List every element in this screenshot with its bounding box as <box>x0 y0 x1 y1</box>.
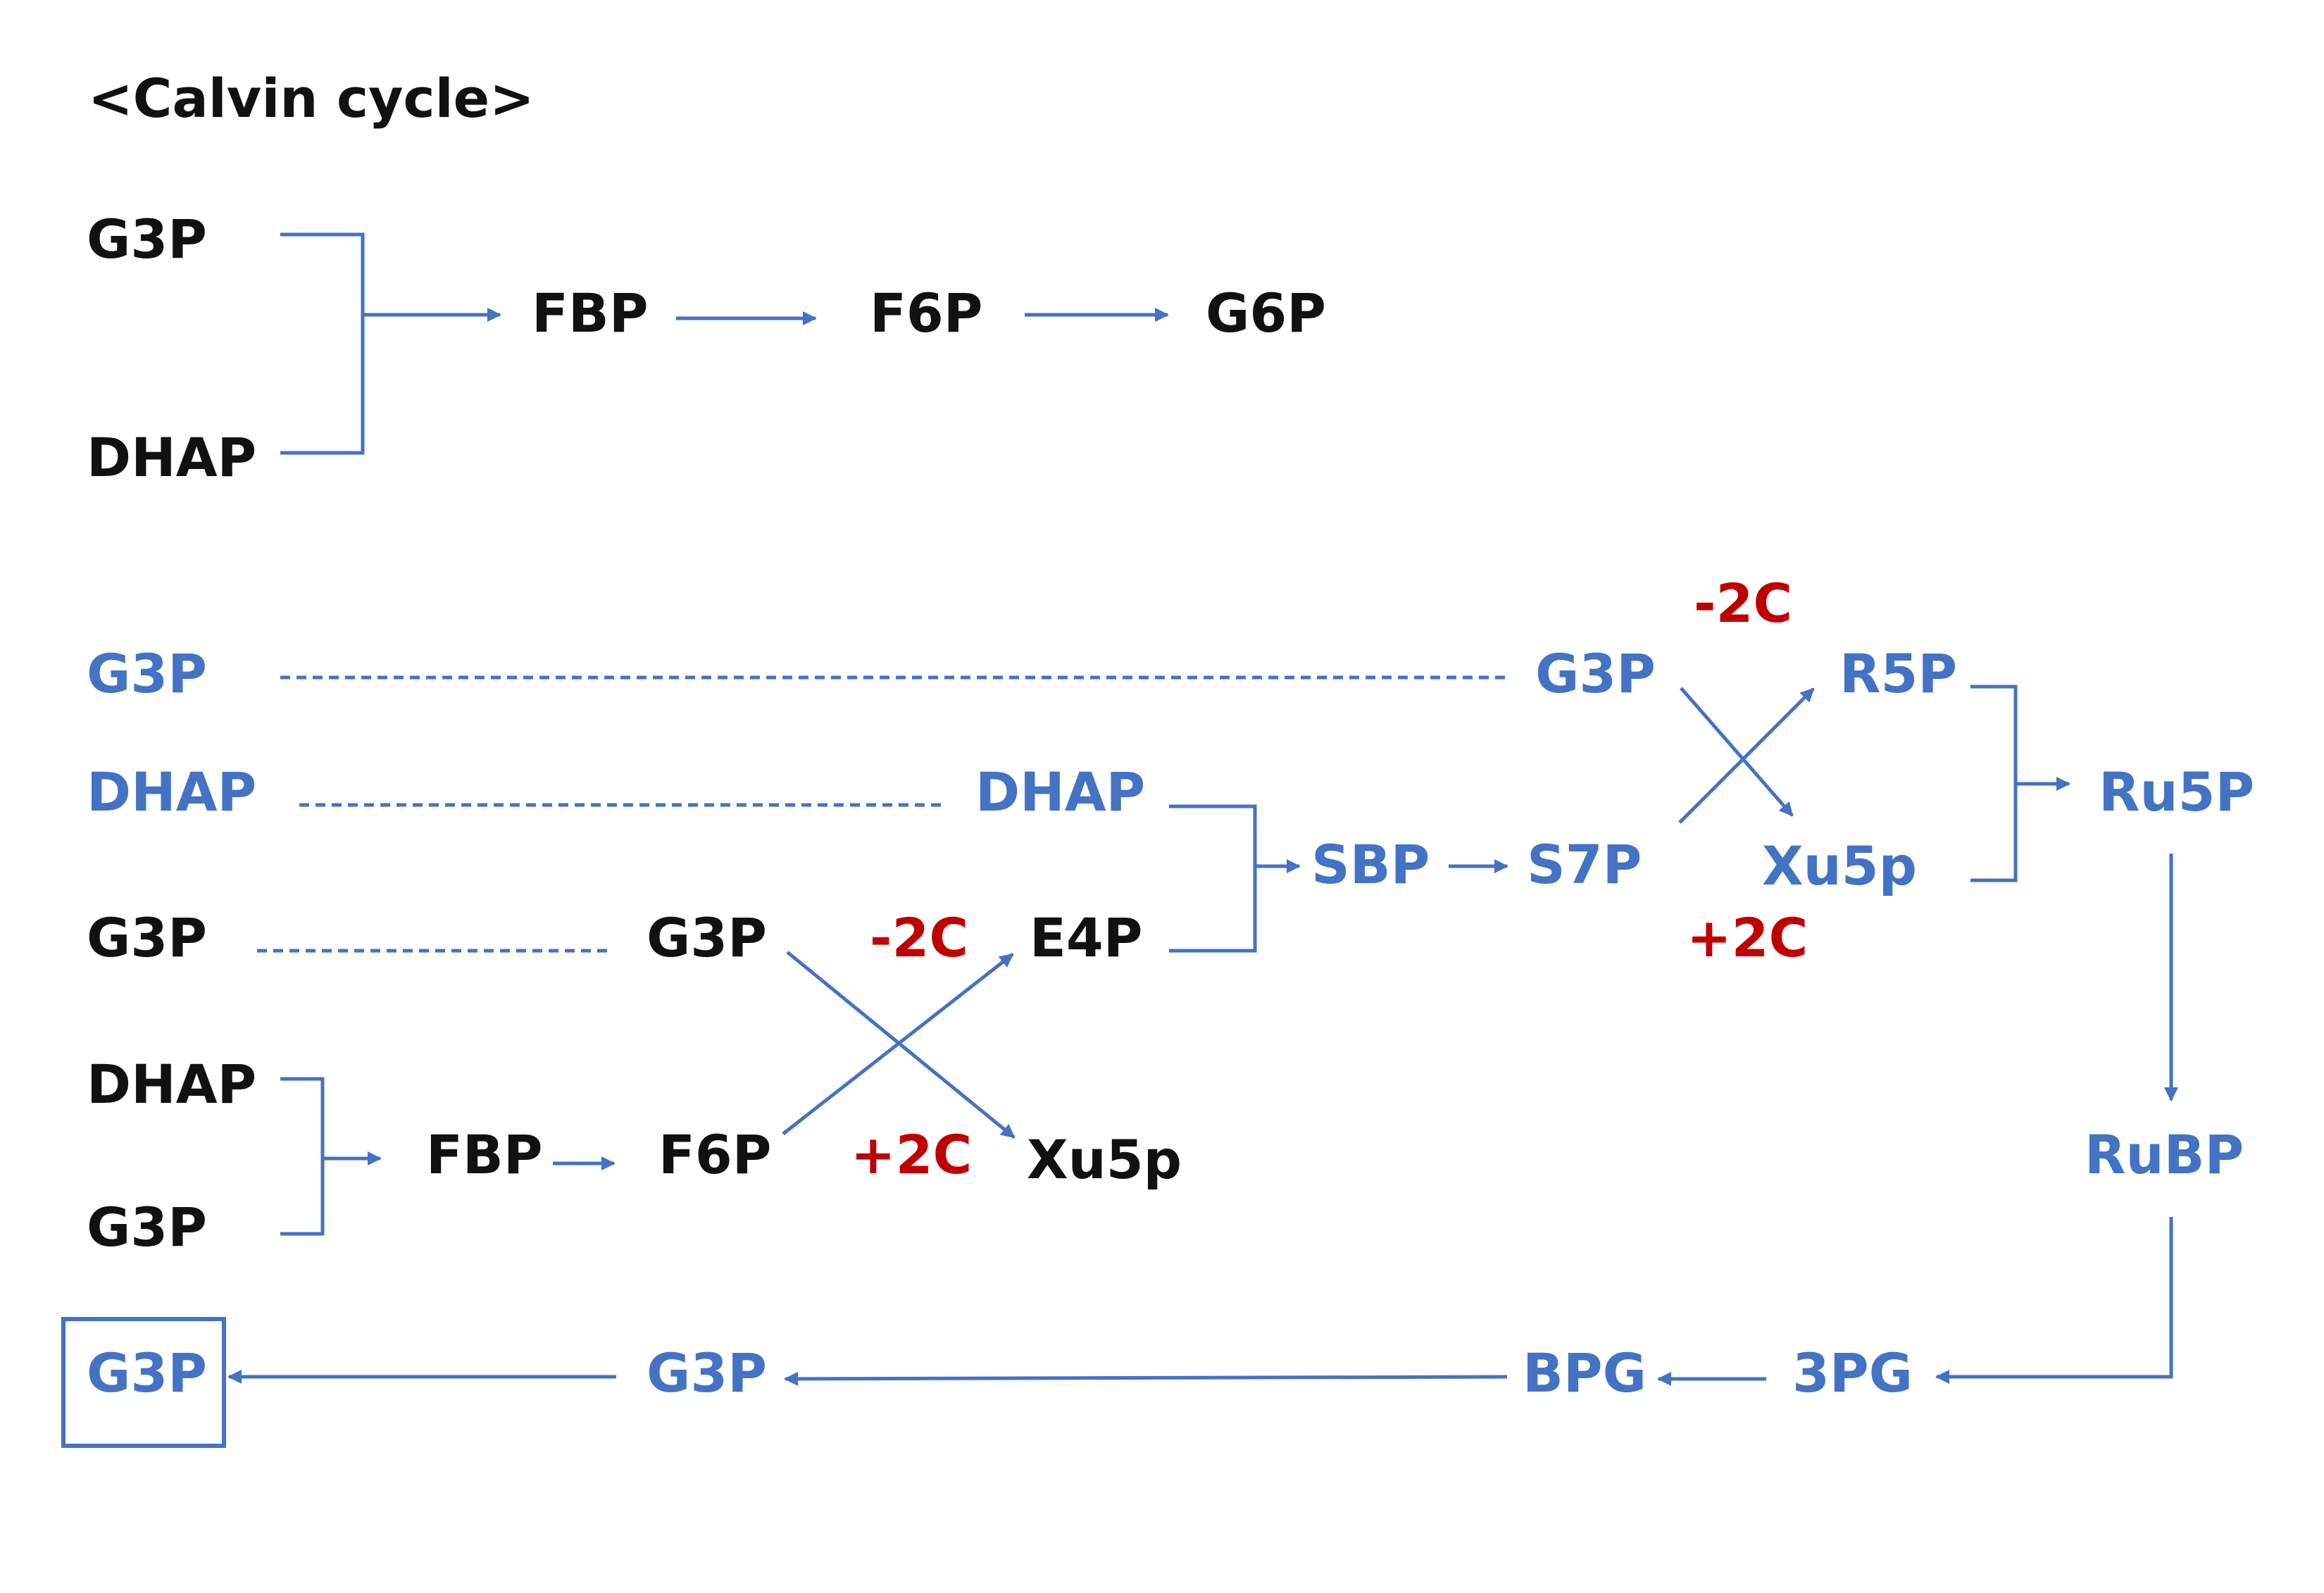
s2-xu5p-left-label: Xu5p <box>1027 1128 1182 1191</box>
diagram-title: <Calvin cycle> <box>88 67 535 130</box>
s2-g3p-mid2-label: G3P <box>646 906 767 969</box>
s2-plus-2c-left: +2C <box>851 1123 972 1186</box>
s2-ru5p-label: Ru5P <box>2099 761 2254 823</box>
s2-dhap-bottom-label: DHAP <box>87 1053 256 1116</box>
s2-bpg-label: BPG <box>1523 1342 1647 1404</box>
s2-cross2-arrow-to-r5p <box>1678 687 1815 824</box>
s2-dhap-mid-label: DHAP <box>975 761 1145 823</box>
s2-merge-bracket-fbp <box>280 1077 325 1236</box>
s2-dhap-top-label: DHAP <box>87 761 256 823</box>
s2-rubp-label: RuBP <box>2085 1123 2244 1186</box>
s2-fbp-label: FBP <box>426 1123 543 1186</box>
s2-g3p-top-label: G3P <box>87 642 207 705</box>
s2-g3p-mid-label: G3P <box>87 906 207 969</box>
s1-f6p-label: F6P <box>870 282 983 344</box>
s2-g3p-right-label: G3P <box>1535 642 1656 705</box>
s2-s7p-label: S7P <box>1527 833 1642 896</box>
s2-cross2-arrow-to-xu5p <box>1680 687 1794 817</box>
s2-f6p-label: F6P <box>658 1123 772 1186</box>
s1-fbp-label: FBP <box>532 282 649 344</box>
s2-minus-2c-right: -2C <box>1694 572 1792 635</box>
s2-plus-2c-right: +2C <box>1687 906 1808 969</box>
s2-arrow-rubp-3pg <box>1935 1217 2173 1384</box>
s1-g3p-label: G3P <box>87 208 207 270</box>
s2-merge-bracket-sbp <box>1169 804 1257 953</box>
s2-r5p-label: R5P <box>1839 642 1957 705</box>
s2-g3p-bottom-label: G3P <box>87 1196 207 1258</box>
s2-cross1-arrow-to-xu5p <box>786 951 1016 1139</box>
s2-sbp-label: SBP <box>1311 833 1430 896</box>
s2-xu5p-right-label: Xu5p <box>1762 835 1917 897</box>
s2-e4p-label: E4P <box>1030 906 1143 969</box>
s2-3pg-label: 3PG <box>1792 1342 1913 1404</box>
s2-g3p-product-label: G3P <box>87 1342 207 1404</box>
s2-arrow-bpg-g3p <box>784 1371 1508 1386</box>
s2-minus-2c-left: -2C <box>870 906 968 969</box>
s1-merge-bracket <box>280 232 365 455</box>
s1-g6p-label: G6P <box>1206 282 1326 344</box>
s2-merge-bracket-ru5p <box>1970 685 2018 882</box>
product-box <box>61 1317 226 1448</box>
s2-g3p-return-label: G3P <box>646 1342 767 1404</box>
s1-dhap-label: DHAP <box>87 426 256 489</box>
